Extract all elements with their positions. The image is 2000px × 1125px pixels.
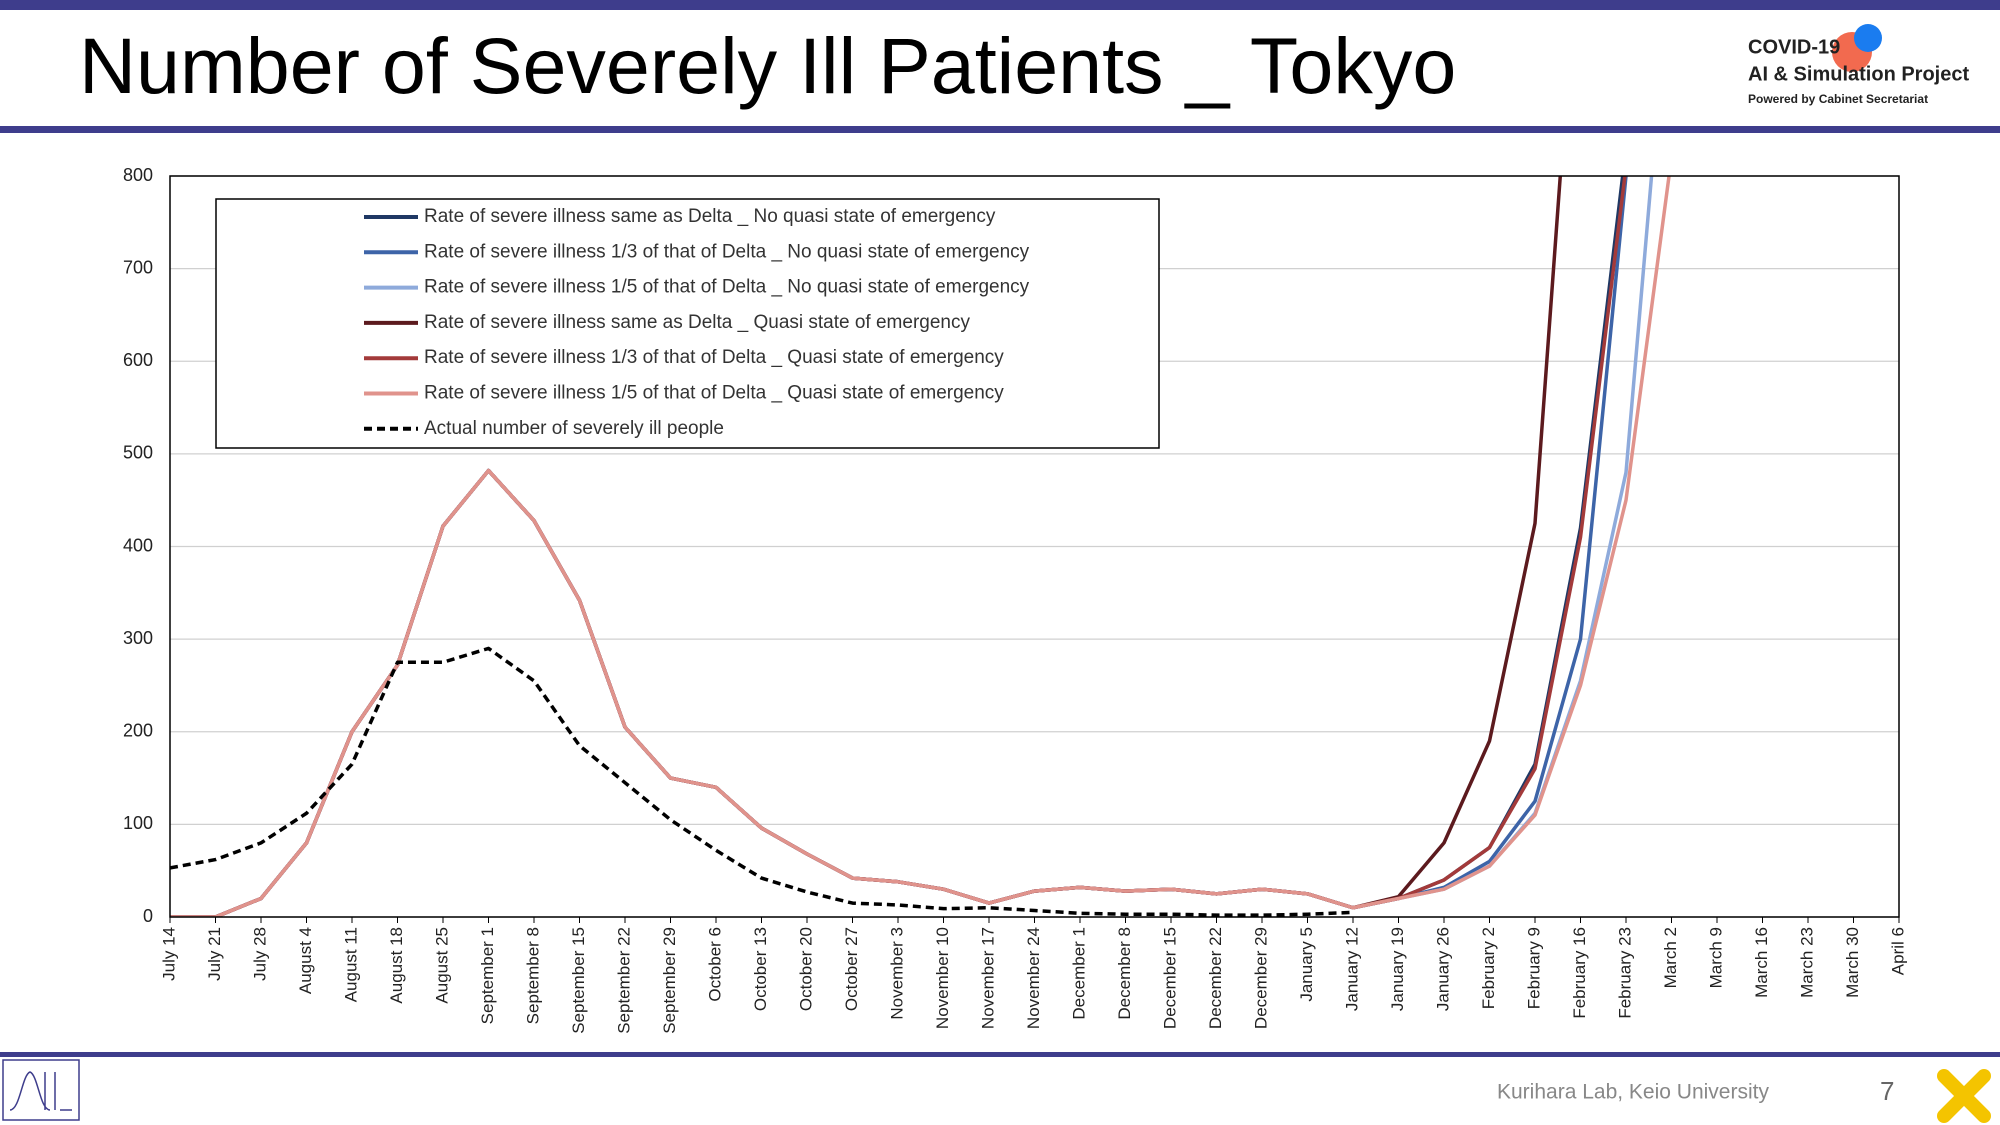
- logo-line-2: AI & Simulation Project: [1748, 63, 1969, 85]
- series-line: [170, 176, 1654, 917]
- legend-label: Rate of severe illness 1/5 of that of De…: [424, 383, 1004, 404]
- footer-rule: [0, 1052, 2000, 1057]
- corner-logo: [1937, 1069, 1991, 1123]
- logo-line-1: COVID-19: [1748, 36, 1840, 58]
- x-tick-label: July 14: [159, 927, 178, 981]
- x-tick-label: January 26: [1433, 927, 1452, 1011]
- x-tick-label: August 11: [341, 927, 360, 1002]
- x-tick-label: September 8: [523, 927, 542, 1024]
- footer-text: Kurihara Lab, Keio University: [1497, 1081, 1769, 1104]
- x-tick-label: September 29: [660, 927, 679, 1034]
- x-tick-label: October 20: [796, 927, 815, 1011]
- x-tick-label: October 27: [842, 927, 861, 1011]
- series-line: [170, 176, 1563, 917]
- y-tick-label: 400: [123, 535, 153, 555]
- x-tick-label: December 8: [1115, 927, 1134, 1020]
- legend-label: Rate of severe illness 1/5 of that of De…: [424, 277, 1030, 298]
- x-tick-label: December 22: [1206, 927, 1225, 1029]
- y-tick-label: 500: [123, 443, 153, 463]
- y-tick-label: 100: [123, 813, 153, 833]
- logo-line-3: Powered by Cabinet Secretariat: [1748, 92, 1928, 106]
- x-tick-label: July 21: [205, 927, 224, 981]
- lab-logo: [2, 1059, 80, 1121]
- x-tick-label: September 1: [478, 927, 497, 1024]
- x-tick-label: January 19: [1388, 927, 1407, 1011]
- x-tick-label: September 22: [614, 927, 633, 1034]
- series-line: [170, 176, 1625, 917]
- series-line: [170, 176, 1628, 917]
- y-tick-label: 300: [123, 628, 153, 648]
- x-tick-label: March 23: [1797, 927, 1816, 998]
- x-tick-label: August 18: [387, 927, 406, 1004]
- title-rule: [0, 126, 2000, 133]
- x-tick-label: March 16: [1752, 927, 1771, 998]
- plot-lines: [170, 176, 1671, 917]
- x-tick-label: April 6: [1888, 927, 1907, 975]
- x-tick-label: December 15: [1160, 927, 1179, 1029]
- x-tick-label: December 1: [1069, 927, 1088, 1020]
- series-line: [170, 646, 1354, 917]
- x-tick-label: November 17: [978, 927, 997, 1029]
- x-tick-label: November 3: [887, 927, 906, 1020]
- x-tick-label: November 10: [933, 927, 952, 1029]
- x-tick-label: February 23: [1615, 927, 1634, 1019]
- legend-label: Rate of severe illness same as Delta _ Q…: [424, 312, 970, 333]
- y-tick-label: 700: [123, 257, 153, 277]
- x-tick-label: December 29: [1251, 927, 1270, 1029]
- axis-labels: 0 100 200 300 400 500 600 700 800 July 14 July 21 J…: [123, 165, 1908, 1034]
- x-tick-label: August 25: [432, 927, 451, 1004]
- x-tick-label: February 9: [1524, 927, 1543, 1009]
- x-tick-label: August 4: [296, 927, 315, 994]
- x-tick-label: February 2: [1479, 927, 1498, 1009]
- x-tick-label: July 28: [250, 927, 269, 981]
- x-tick-label: March 9: [1706, 927, 1725, 988]
- legend-label: Rate of severe illness 1/3 of that of De…: [424, 347, 1004, 368]
- legend-label: Actual number of severely ill people: [424, 418, 724, 439]
- x-tick-label: March 30: [1843, 927, 1862, 998]
- x-tick-label: February 16: [1570, 927, 1589, 1019]
- x-tick-label: January 5: [1297, 927, 1316, 1002]
- x-tick-label: November 24: [1024, 927, 1043, 1029]
- legend-label: Rate of severe illness same as Delta _ N…: [424, 206, 996, 227]
- x-tick-label: September 15: [569, 927, 588, 1034]
- slide-title: Number of Severely Ill Patients _ Tokyo: [79, 21, 1456, 110]
- top-band: [0, 0, 2000, 10]
- y-tick-label: 0: [143, 906, 153, 926]
- y-tick-label: 200: [123, 721, 153, 741]
- series-line: [170, 176, 1627, 917]
- x-tick-label: October 6: [705, 927, 724, 1002]
- logo-dot-blue: [1854, 24, 1882, 52]
- x-tick-label: January 12: [1342, 927, 1361, 1011]
- y-tick-label: 600: [123, 350, 153, 370]
- page-number: 7: [1880, 1076, 1894, 1106]
- y-tick-label: 800: [123, 165, 153, 185]
- legend-label: Rate of severe illness 1/3 of that of De…: [424, 241, 1030, 262]
- series-line: [170, 176, 1671, 917]
- x-tick-label: October 13: [751, 927, 770, 1011]
- legend: Rate of severe illness same as Delta _ N…: [364, 206, 1030, 439]
- x-tick-label: March 2: [1661, 927, 1680, 988]
